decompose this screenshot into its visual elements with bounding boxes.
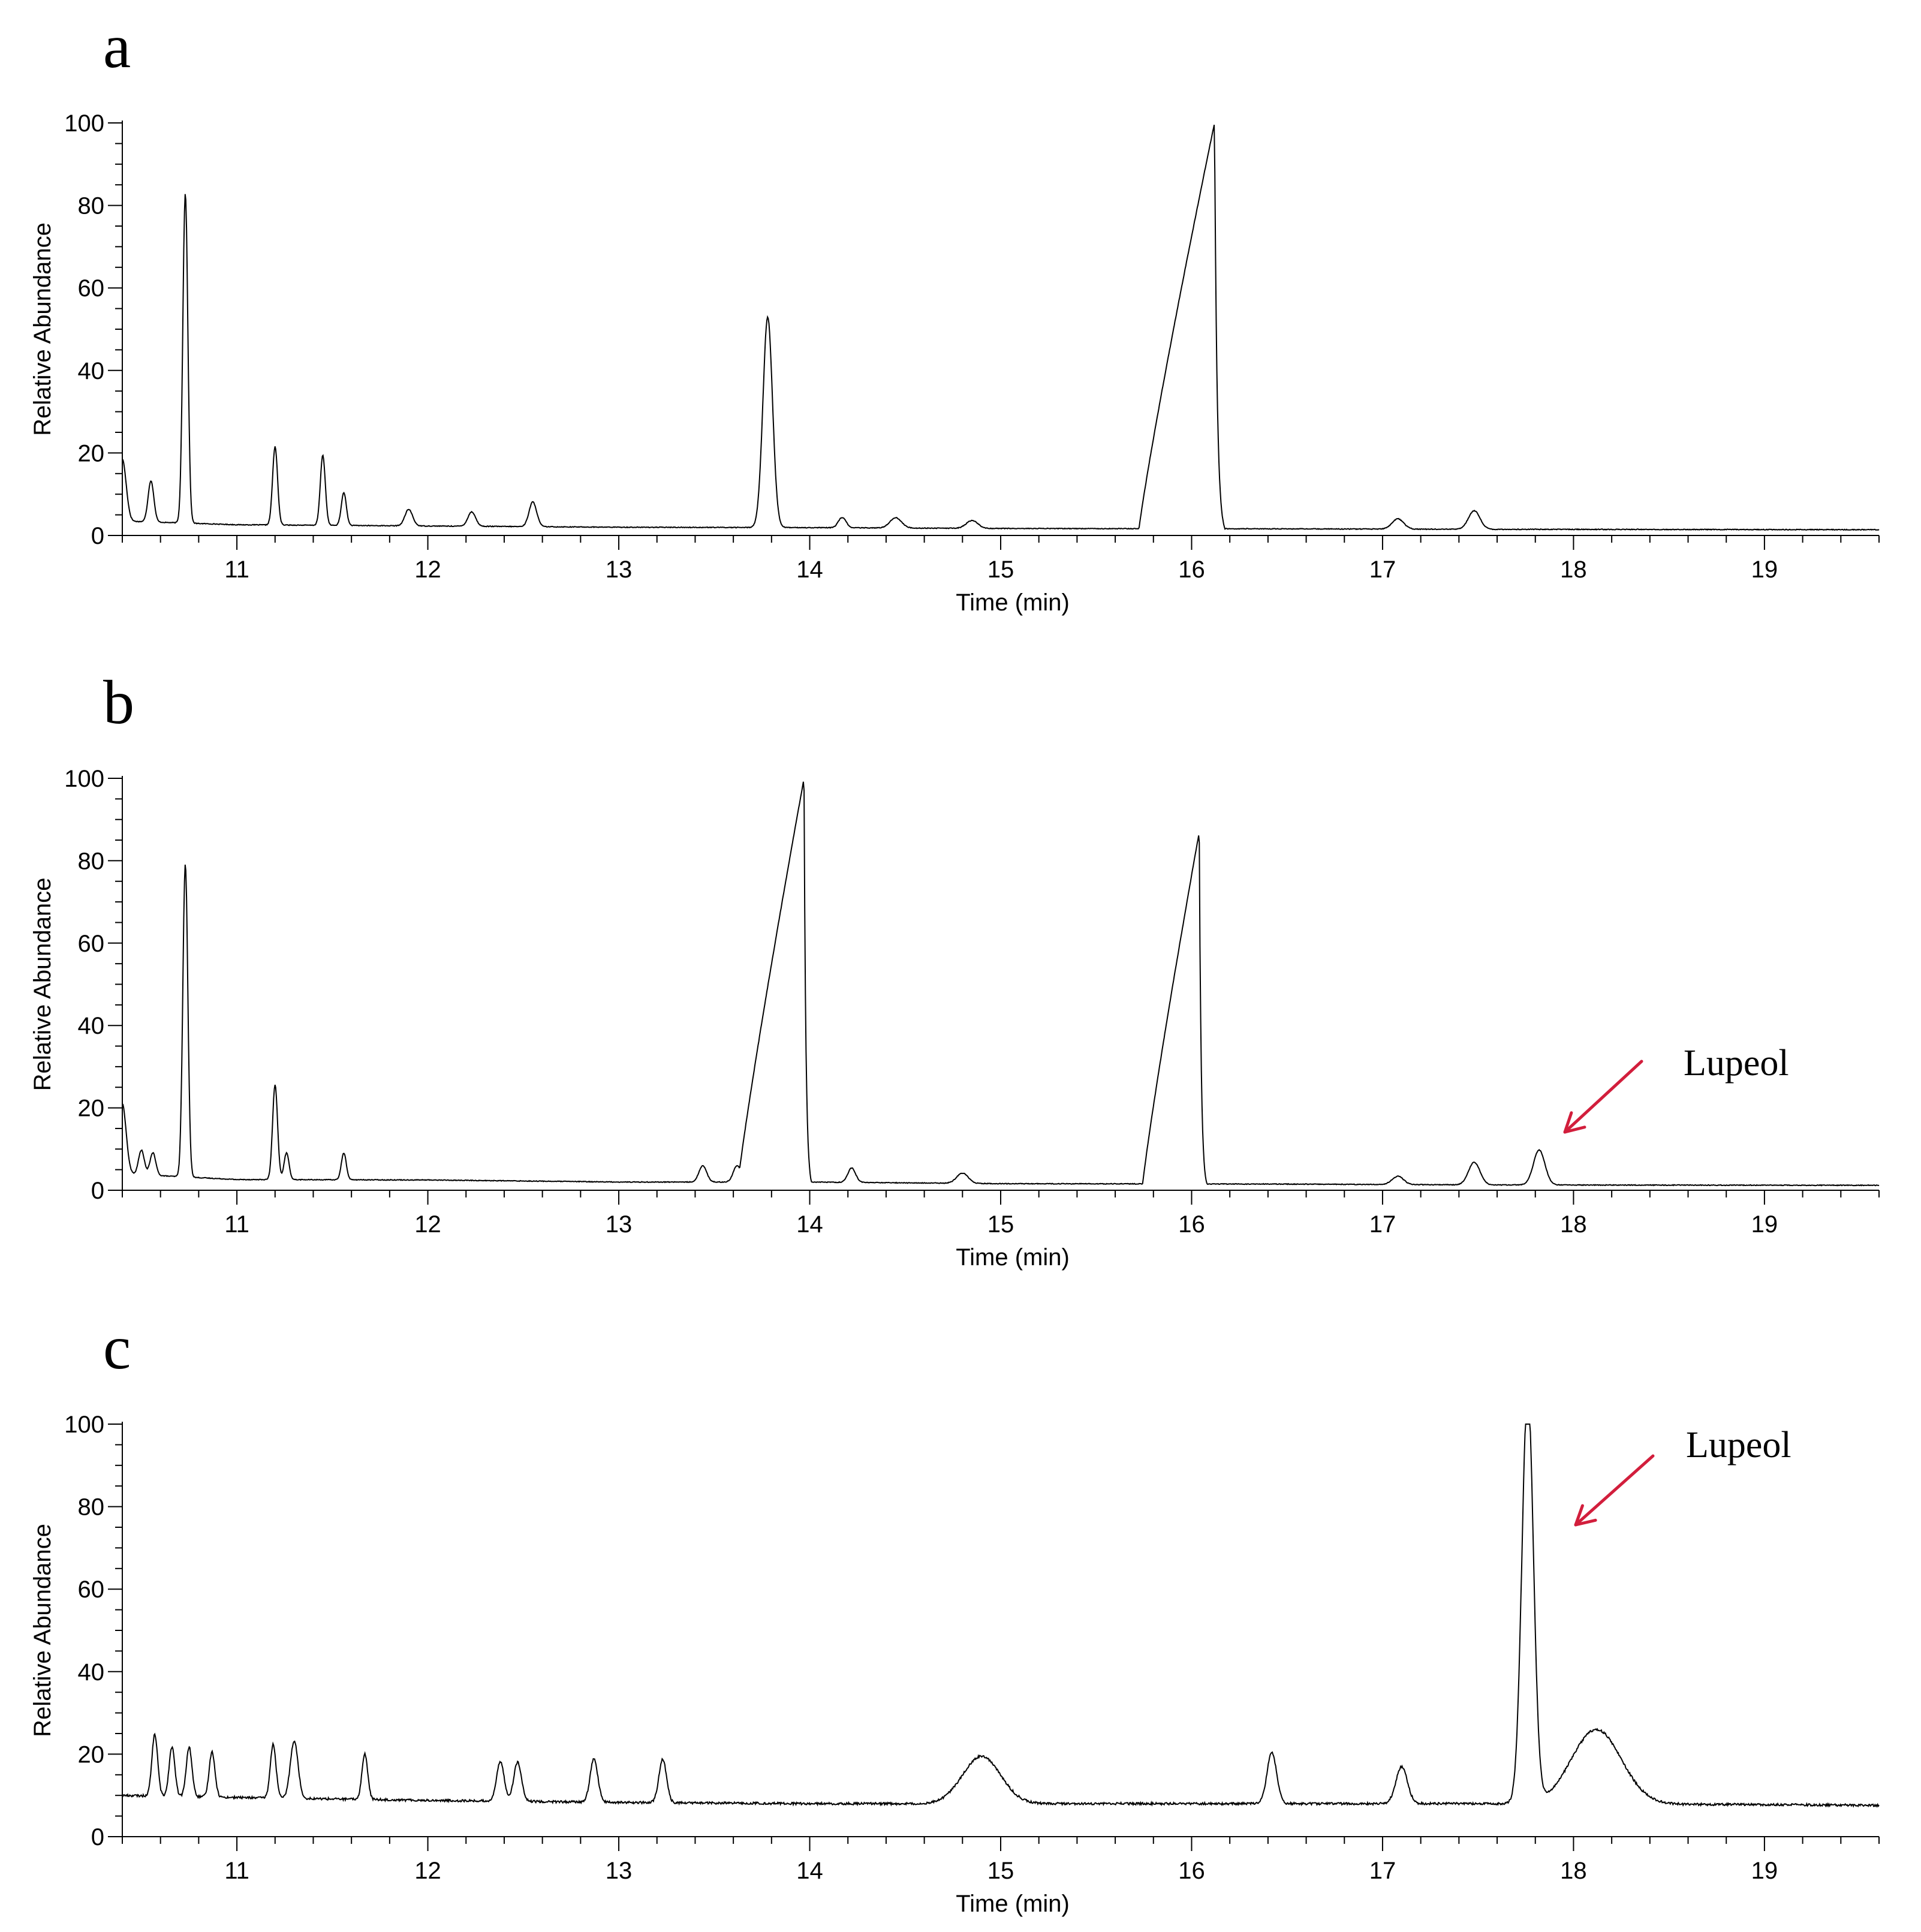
x-tick-label: 12 [414, 1211, 441, 1238]
x-tick-label: 17 [1369, 1211, 1396, 1238]
x-axis-title: Time (min) [956, 1891, 1070, 1917]
panel-letter: b [103, 668, 134, 737]
y-tick-label: 40 [78, 1659, 105, 1686]
panel-letter: c [103, 1313, 131, 1382]
y-tick-label: 20 [78, 440, 105, 467]
y-axis-title: Relative Abundance [29, 1524, 56, 1737]
x-tick-label: 15 [987, 1211, 1014, 1238]
x-tick-label: 11 [224, 1211, 249, 1238]
y-axis-title: Relative Abundance [29, 222, 56, 436]
x-tick-label: 15 [987, 556, 1014, 583]
y-tick-label: 20 [78, 1096, 105, 1122]
y-tick-label: 100 [64, 110, 104, 137]
x-tick-label: 18 [1560, 556, 1587, 583]
x-tick-label: 15 [987, 1858, 1014, 1884]
panel-a: a 11 12 13 14 15 16 17 18 19 0 20 40 60 80 100 Time (min… [29, 12, 1880, 616]
x-tick-label: 18 [1560, 1858, 1587, 1884]
y-tick-label: 40 [78, 358, 105, 384]
x-axis-title: Time (min) [956, 589, 1070, 616]
y-tick-label: 100 [64, 1412, 104, 1438]
y-tick-label: 80 [78, 848, 105, 874]
x-tick-label: 19 [1751, 1211, 1778, 1238]
x-tick-label: 12 [414, 1858, 441, 1884]
panel-b: b 11 12 13 14 15 16 17 18 19 0 20 40 60 80 100 Time (min… [29, 668, 1880, 1271]
y-axis-title: Relative Abundance [29, 878, 56, 1091]
panel-letter: a [103, 12, 131, 81]
x-tick-label: 17 [1369, 556, 1396, 583]
x-tick-label: 16 [1178, 1858, 1205, 1884]
y-tick-label: 80 [78, 1494, 105, 1521]
y-tick-label: 80 [78, 193, 105, 219]
x-tick-label: 19 [1751, 556, 1778, 583]
lupeol-label: Lupeol [1684, 1043, 1789, 1084]
x-tick-label: 12 [414, 556, 441, 583]
x-tick-label: 14 [796, 1858, 823, 1884]
chromatogram-trace [122, 781, 1880, 1187]
y-tick-label: 60 [78, 1576, 105, 1603]
y-tick-label: 60 [78, 931, 105, 957]
y-tick-label: 60 [78, 275, 105, 302]
x-tick-label: 18 [1560, 1211, 1587, 1238]
y-tick-label: 40 [78, 1013, 105, 1039]
lupeol-arrow-icon [1574, 1454, 1655, 1527]
x-tick-label: 14 [796, 1211, 823, 1238]
x-tick-label: 13 [606, 556, 633, 583]
x-tick-label: 14 [796, 556, 823, 583]
x-tick-label: 16 [1178, 556, 1205, 583]
chromatogram-trace [122, 125, 1880, 531]
x-tick-label: 13 [606, 1211, 633, 1238]
x-tick-label: 19 [1751, 1858, 1778, 1884]
x-axis-title: Time (min) [956, 1244, 1070, 1271]
x-tick-label: 11 [224, 556, 249, 583]
panel-c: c 11 12 13 14 15 16 17 18 19 0 20 40 60 80 100 Time (min… [29, 1313, 1880, 1917]
y-tick-label: 20 [78, 1741, 105, 1768]
x-tick-label: 16 [1178, 1211, 1205, 1238]
y-tick-label: 100 [64, 766, 104, 792]
y-tick-label: 0 [91, 523, 104, 549]
y-tick-label: 0 [91, 1178, 104, 1204]
lupeol-arrow-icon [1563, 1060, 1643, 1134]
x-tick-label: 13 [606, 1858, 633, 1884]
x-tick-label: 11 [224, 1858, 249, 1884]
y-tick-label: 0 [91, 1824, 104, 1850]
lupeol-label: Lupeol [1686, 1425, 1791, 1465]
chromatogram-trace [122, 1424, 1880, 1808]
x-tick-label: 17 [1369, 1858, 1396, 1884]
